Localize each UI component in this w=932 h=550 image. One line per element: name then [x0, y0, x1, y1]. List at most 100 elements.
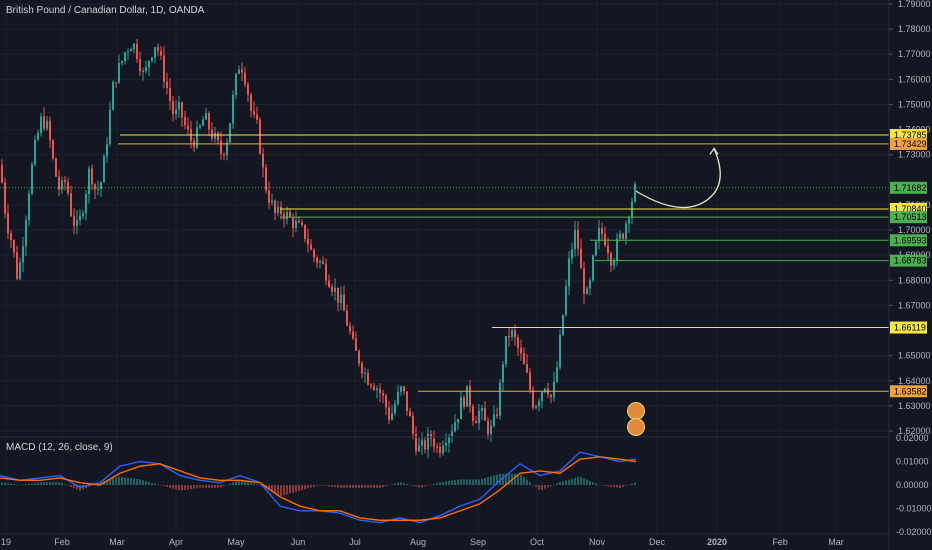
user-avatar-icon[interactable] [627, 418, 645, 436]
macd-histogram-bar [232, 482, 234, 485]
candle-body [412, 416, 414, 434]
candle-body [631, 201, 633, 218]
price-level-label: 1.73429 [894, 139, 927, 149]
candle-body [391, 413, 393, 420]
macd-histogram-bar [553, 484, 555, 486]
signal-line [0, 456, 637, 521]
macd-histogram-bar [160, 485, 162, 486]
macd-histogram-bar [139, 479, 141, 485]
candle-body [472, 406, 474, 421]
macd-histogram-bar [424, 485, 426, 487]
candle-body [55, 158, 57, 177]
candle-body [601, 228, 603, 234]
candle-body [439, 446, 441, 454]
price-level-tag [890, 254, 927, 267]
macd-histogram-bar [61, 483, 63, 485]
candle-body [229, 123, 231, 143]
candle-body [133, 43, 135, 50]
price-axis[interactable]: 1.790001.780001.770001.760001.750001.740… [889, 0, 931, 436]
price-tick-label: 1.77000 [898, 49, 931, 59]
candle-body [82, 213, 84, 216]
macd-histogram-bar [256, 484, 258, 485]
candle-body [385, 395, 387, 408]
candle-body [619, 233, 621, 239]
macd-histogram-bar [58, 482, 60, 485]
candle-body [331, 286, 333, 292]
macd-histogram-bar [121, 476, 123, 485]
macd-histogram-bar [520, 474, 522, 485]
macd-histogram-bar [1, 482, 3, 485]
macd-histogram-bar [238, 479, 240, 485]
candle-body [25, 219, 27, 247]
candle-body [58, 176, 60, 190]
candle-body [238, 69, 240, 74]
macd-histogram-bar [334, 485, 336, 488]
macd-histogram-bar [400, 482, 402, 485]
macd-histogram-bar [10, 483, 12, 485]
macd-histogram-bar [541, 485, 543, 490]
candle-body [364, 372, 366, 374]
macd-histogram-bar [301, 485, 303, 491]
macd-histogram-bar [544, 485, 546, 489]
candle-body [1, 164, 3, 183]
macd-histogram-bar [340, 485, 342, 488]
price-level-tag [890, 211, 927, 224]
candle-body [514, 330, 516, 338]
candle-body [202, 119, 204, 126]
macd-histogram-bar [247, 481, 249, 485]
price-level-label: 1.69593 [894, 235, 927, 245]
candle-body [40, 116, 42, 133]
macd-histogram-bar [343, 485, 345, 488]
candle-body [538, 401, 540, 407]
candle-body [244, 72, 246, 85]
macd-histogram-bar [385, 485, 387, 487]
macd-histogram-bar [628, 484, 630, 486]
candle-body [628, 217, 630, 224]
price-level-tag [890, 385, 927, 398]
candle-body [475, 420, 477, 424]
macd-histogram-bar [367, 485, 369, 488]
macd-histogram-bar [52, 482, 54, 485]
time-tick-label: Jul [349, 537, 361, 547]
macd-histogram-bar [454, 480, 456, 485]
macd-histogram-bar [229, 483, 231, 485]
candle-body [181, 102, 183, 118]
macd-histogram-bar [322, 485, 324, 486]
candle-body [442, 445, 444, 454]
idea-avatars[interactable] [627, 402, 651, 436]
macd-histogram-bar [346, 485, 348, 488]
macd-pane [0, 451, 637, 524]
time-tick-label: Oct [530, 537, 545, 547]
candle-body [634, 183, 636, 202]
candle-body [271, 200, 273, 203]
candle-body [433, 438, 435, 447]
macd-histogram-bar [508, 473, 510, 485]
macd-histogram-bar [274, 485, 276, 494]
macd-axis[interactable]: 0.02000 0.01000 0.00000 -0.01000 -0.02000 [896, 433, 932, 537]
candle-body [10, 233, 12, 240]
candle-body [241, 69, 243, 73]
candle-body [406, 391, 408, 411]
macd-histogram-bar [34, 482, 36, 485]
candle-body [85, 194, 87, 214]
macd-histogram-bar [142, 480, 144, 485]
candle-body [208, 113, 210, 130]
macd-histogram-bar [13, 484, 15, 485]
candle-body [496, 414, 498, 416]
macd-tick-label: 0.00000 [896, 480, 929, 490]
candle-body [121, 61, 123, 64]
macd-histogram-bar [178, 485, 180, 491]
price-level-label: 1.70513 [894, 212, 927, 222]
macd-histogram-bar [613, 485, 615, 487]
macd-histogram-bar [634, 482, 636, 485]
price-level-label: 1.73785 [894, 130, 927, 140]
macd-histogram-bar [46, 482, 48, 485]
candle-body [49, 120, 51, 141]
price-tick-label: 1.70000 [898, 225, 931, 235]
candle-body [466, 385, 468, 407]
macd-histogram-bar [421, 485, 423, 488]
candle-body [142, 70, 144, 72]
candle-body [550, 394, 552, 398]
time-axis[interactable]: 19 Feb Mar Apr May Jun Jul Aug Sep Oct Nov Dec 2020 F… [1, 537, 844, 547]
